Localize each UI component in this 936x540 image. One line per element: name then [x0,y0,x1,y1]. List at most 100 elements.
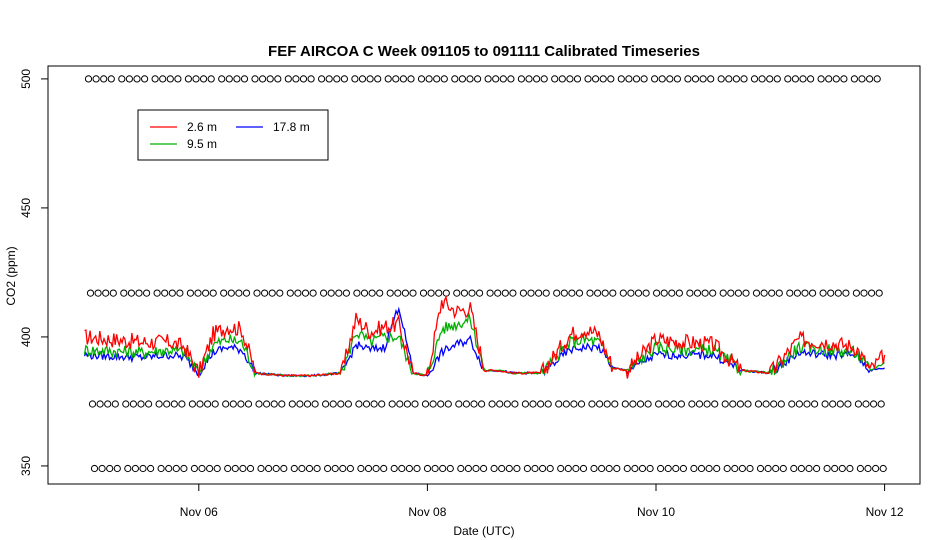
calibration-point [827,289,835,297]
calibration-point [870,400,878,408]
calibration-point [413,464,421,473]
calibration-point [405,464,413,473]
calibration-point [817,75,825,83]
calibration-point [457,464,465,473]
calibration-point [846,464,854,473]
legend-label: 2.6 m [187,120,217,134]
calibration-point [324,464,332,473]
calibration-point [94,289,102,297]
calibration-point [390,464,398,473]
calibration-point [560,289,568,297]
calibration-point [206,464,214,473]
calibration-point [474,75,482,83]
calibration-point [577,400,586,408]
calibration-point [368,289,376,297]
calibration-point [339,464,347,473]
calibration-point [873,75,881,83]
series-lines [83,295,886,379]
calibration-point [176,289,184,297]
calibration-point [227,289,235,297]
calibration-point [660,289,668,297]
calibration-point [801,289,809,297]
calibration-point [754,400,763,408]
calibration-point [579,464,588,473]
calibration-point [762,400,770,408]
calibration-point [124,464,132,473]
calibration-point [673,75,682,83]
calibration-point [788,400,796,408]
calibration-point [623,464,631,473]
calibration-point [309,289,317,297]
calibration-point [451,75,459,83]
calibration-point [346,464,354,473]
calibration-point [370,400,378,408]
calibration-point [507,75,515,83]
calibration-point [842,289,850,297]
calibration-point [186,289,194,297]
calibration-point [703,400,711,408]
calibration-point [396,400,404,408]
calibration-point [274,75,282,83]
calibration-point [280,464,288,473]
chart-title: FEF AIRCOA C Week 091105 to 091111 Calib… [268,43,700,60]
calibration-point [584,75,592,83]
calibration-point [509,289,517,297]
calibration-point [453,289,461,297]
calibration-point [462,400,470,408]
calibration-point [805,464,813,473]
calibration-point [222,400,230,408]
calibration-point [819,289,827,297]
calibration-point [557,464,565,473]
calibration-point [531,464,539,473]
calibration-point [795,400,804,408]
calibration-point [407,75,415,83]
calibration-point [137,400,145,408]
calibration-point [466,75,474,83]
calibration-point [605,464,613,473]
calibration-point [398,464,406,473]
calibration-point [439,464,447,473]
calibration-point [666,75,674,83]
calibration-point [566,75,574,83]
calibration-point [717,75,725,83]
calibration-point [701,289,709,297]
calibration-point [486,289,494,297]
calibration-point [790,464,798,473]
x-tick-label: Nov 08 [408,505,446,519]
calibration-point [760,289,768,297]
calibration-point [211,400,219,408]
calibration-point [92,75,100,83]
calibration-point [455,400,463,408]
calibration-point [303,400,312,408]
calibration-point [417,75,426,83]
calibration-point [544,400,552,408]
series-line-2-6-m [84,295,886,379]
calibration-point [118,75,126,83]
calibration-point [738,464,747,473]
calibration-point [688,400,696,408]
calibration-point [535,289,543,297]
calibration-point [476,289,484,297]
calibration-point [401,289,409,297]
calibration-point [658,75,666,83]
calibration-point [529,400,537,408]
calibration-point [875,289,883,297]
y-tick-label: 350 [19,456,33,476]
calibration-point [353,289,361,297]
calibration-point [555,400,563,408]
calibration-point [719,289,727,297]
calibration-point [723,464,731,473]
calibration-point [235,289,243,297]
calibration-point [357,464,365,473]
calibration-point [697,464,706,473]
calibration-point [631,464,639,473]
calibration-point [551,75,559,83]
calibration-point [423,464,432,473]
calibration-point [638,464,647,473]
calibration-point [684,75,692,83]
calibration-point [590,464,598,473]
calibration-point [213,464,221,473]
calibration-point [879,464,887,473]
calibration-point [807,75,815,83]
calibration-point [729,400,737,408]
